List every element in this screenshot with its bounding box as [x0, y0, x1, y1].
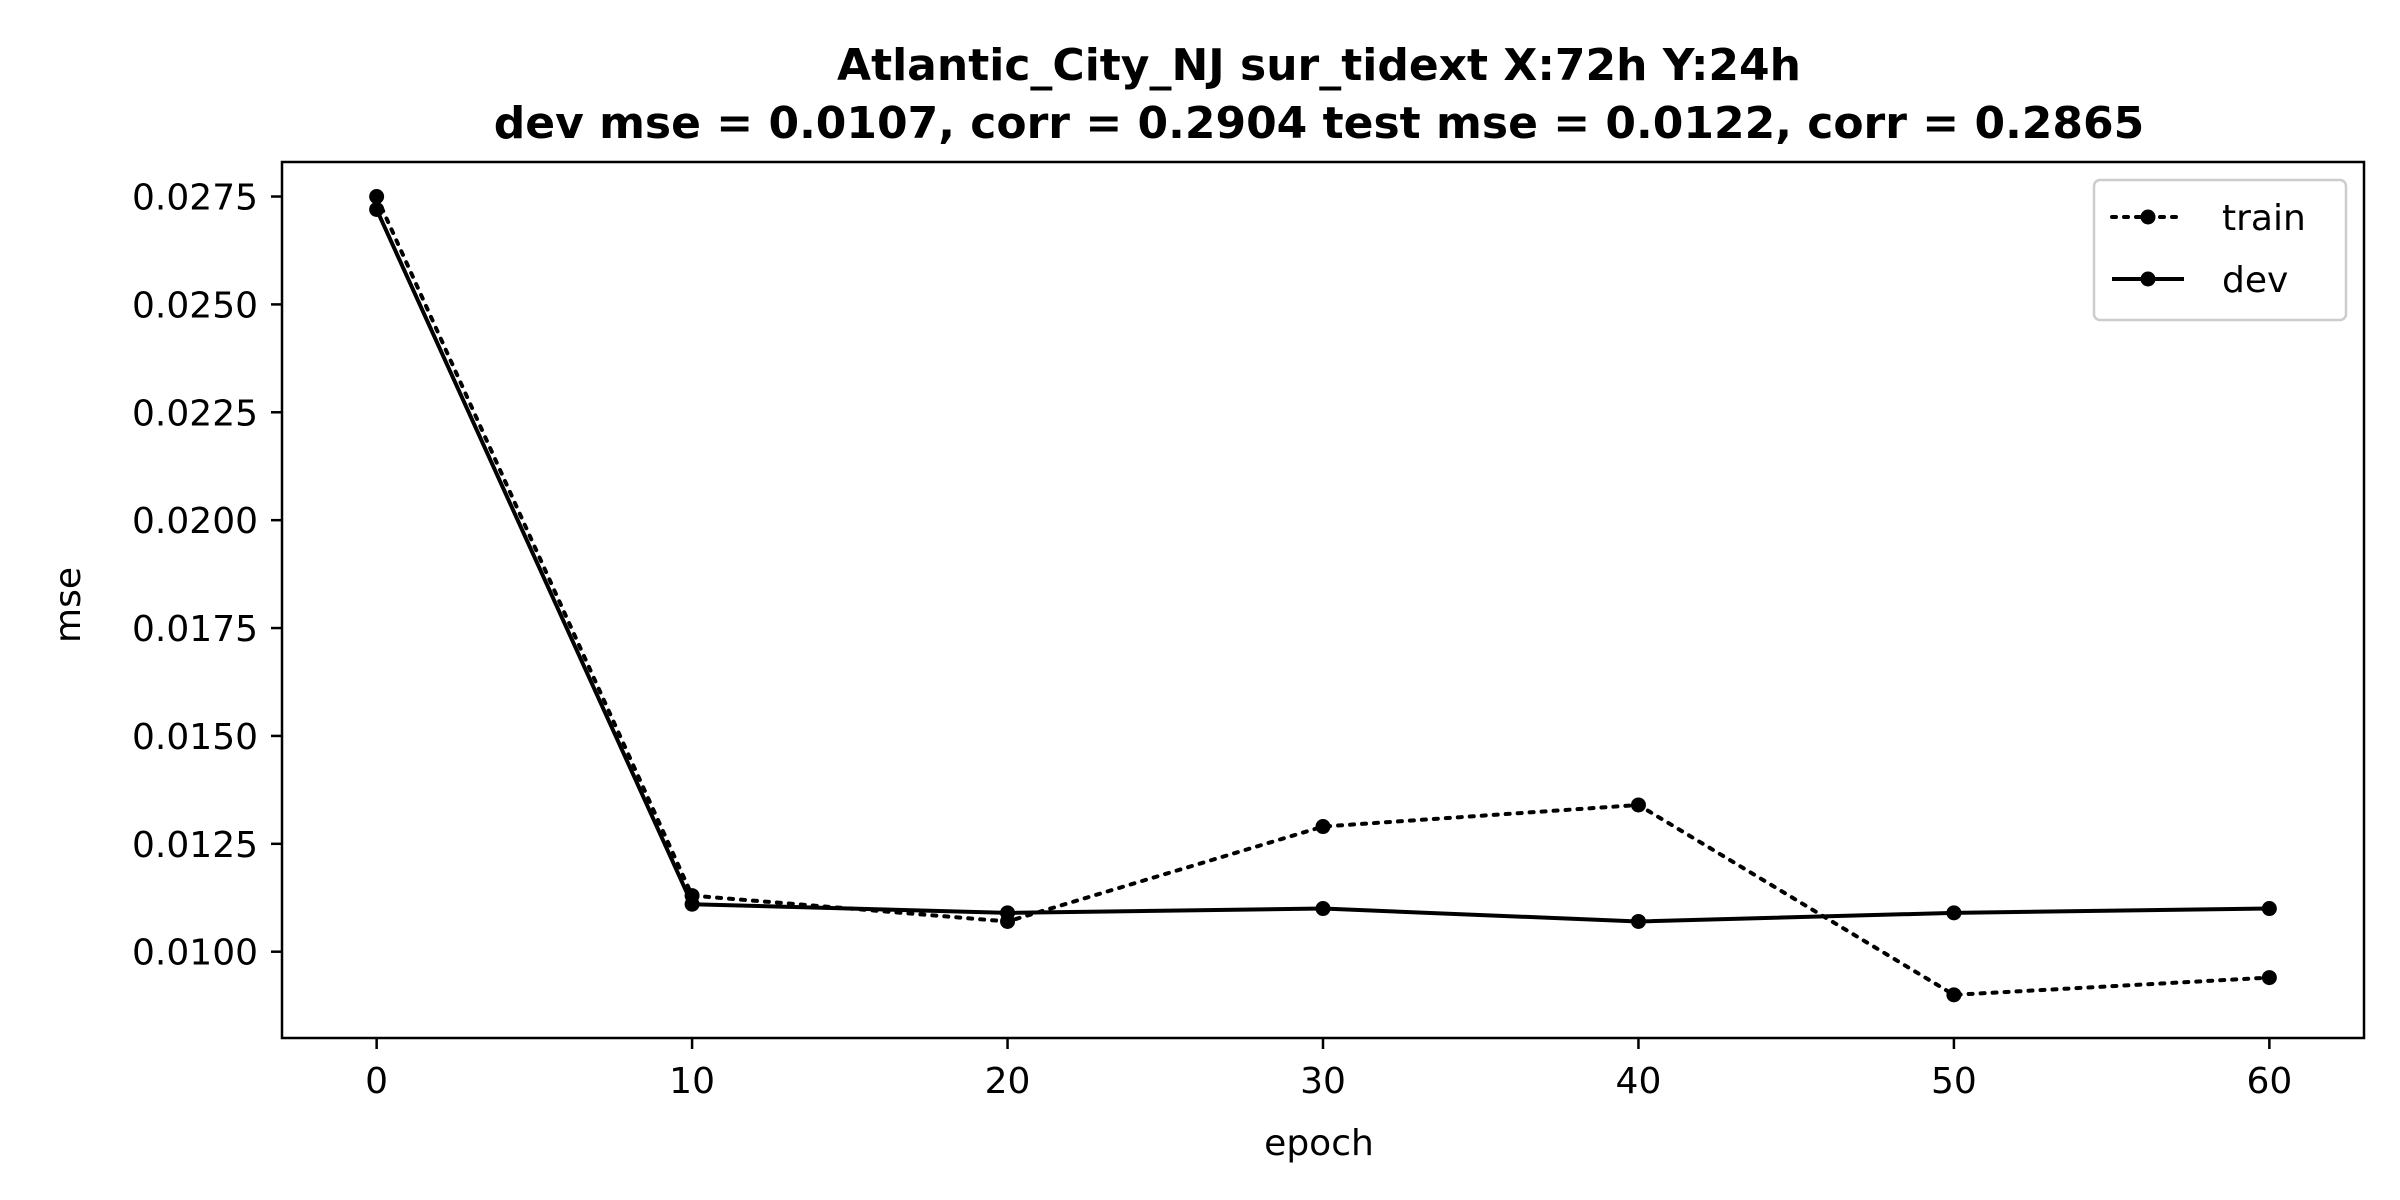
series-line-dev [374, 208, 2270, 924]
x-tick-label: 20 [985, 1061, 1031, 1102]
legend: train dev [2092, 178, 2348, 322]
y-tick-label: 0.0275 [132, 178, 258, 219]
data-point-train [1315, 819, 1331, 835]
y-tick-label: 0.0175 [132, 609, 258, 650]
y-tick-label: 0.0100 [132, 933, 258, 974]
data-point-dev [1630, 913, 1646, 929]
series-line-train [374, 194, 2272, 997]
x-tick-label: 10 [669, 1061, 715, 1102]
legend-marker-train [2140, 209, 2156, 225]
x-tick-label: 30 [1300, 1061, 1346, 1102]
x-axis-label: epoch [1264, 1123, 1374, 1164]
data-point-dev [369, 201, 385, 217]
data-point-train [2261, 970, 2277, 986]
y-tick-label: 0.0125 [132, 825, 258, 866]
y-tick-label: 0.0225 [132, 393, 258, 434]
y-tick-label: 0.0250 [132, 285, 258, 326]
data-point-dev [1000, 905, 1016, 921]
x-tick-label: 40 [1616, 1061, 1662, 1102]
x-tick-label: 0 [365, 1061, 388, 1102]
x-axis: 0 10 20 30 40 50 60 [365, 1038, 2292, 1102]
chart-title-line2: dev mse = 0.0107, corr = 0.2904 test mse… [494, 98, 2145, 149]
y-axis: 0.0100 0.0125 0.0150 0.0175 0.0200 0.0225 0.02… [132, 178, 282, 974]
y-tick-label: 0.0200 [132, 501, 258, 542]
legend-marker-dev [2140, 271, 2156, 287]
data-point-dev [684, 896, 700, 912]
y-axis-label: mse [48, 567, 89, 643]
x-tick-label: 50 [1931, 1061, 1977, 1102]
legend-label-train: train [2222, 198, 2306, 239]
data-point-train [369, 189, 385, 205]
chart-title-line1: Atlantic_City_NJ sur_tidext X:72h Y:24h [837, 40, 1801, 91]
y-tick-label: 0.0150 [132, 717, 258, 758]
data-point-train [1630, 797, 1646, 813]
data-point-dev [1946, 905, 1962, 921]
data-point-dev [1315, 901, 1331, 917]
data-point-train [1946, 987, 1962, 1003]
series-layer [369, 189, 2277, 1003]
legend-label-dev: dev [2222, 260, 2288, 301]
legend-box [2092, 178, 2348, 322]
x-tick-label: 60 [2246, 1061, 2292, 1102]
data-point-dev [2261, 901, 2277, 917]
